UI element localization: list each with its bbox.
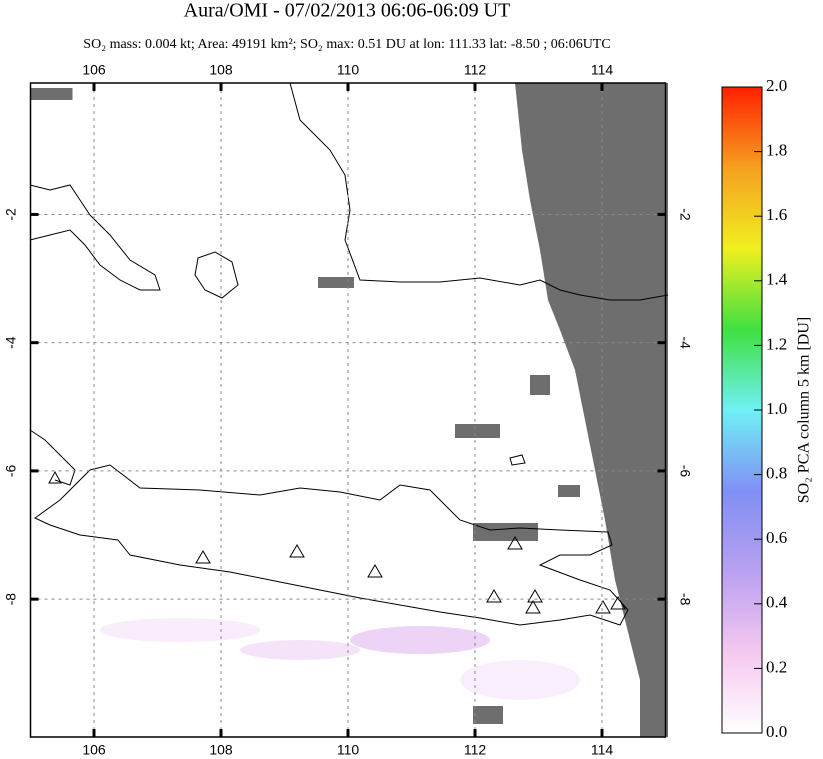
coastlines	[29, 82, 669, 626]
y-tick-label: -8	[3, 593, 19, 606]
y-tick-label: -2	[677, 208, 693, 221]
colorbar-tick-label: 0.8	[766, 464, 787, 483]
colorbar-tick-label: 1.6	[766, 205, 787, 224]
x-tick-label: 108	[209, 742, 233, 758]
x-tick-label: 106	[82, 62, 106, 78]
colorbar-tick-label: 0.2	[766, 657, 787, 676]
colorbar-tick-label: 2.0	[766, 76, 787, 95]
y-tick-label: -4	[677, 336, 693, 349]
x-tick-label: 112	[464, 742, 487, 758]
colorbar-tick-label: 1.8	[766, 141, 787, 160]
x-tick-label: 114	[591, 62, 614, 78]
missing-data	[30, 83, 668, 737]
colorbar-tick-label: 1.4	[766, 270, 788, 289]
y-tick-label: -2	[3, 208, 19, 221]
y-tick-label: -6	[677, 465, 693, 478]
x-tick-label: 106	[82, 742, 106, 758]
y-tick-label: -4	[3, 336, 19, 349]
y-tick-label: -6	[3, 464, 19, 477]
chart-subtitle: SO₂ mass: 0.004 kt; Area: 49191 km²; SO₂…	[83, 37, 610, 52]
colorbar-tick-label: 0.4	[766, 593, 788, 612]
colorbar-tick-label: 1.0	[766, 399, 787, 418]
volcanoes	[48, 470, 626, 614]
so2-haze	[100, 618, 580, 700]
map	[29, 82, 669, 738]
x-tick-label: 110	[337, 62, 360, 78]
grid	[30, 83, 666, 737]
colorbar-tick-label: 0.6	[766, 528, 787, 547]
x-tick-label: 112	[464, 62, 487, 78]
colorbar-label: SO₂ PCA column 5 km [DU]	[796, 317, 813, 503]
chart-title: Aura/OMI - 07/02/2013 06:06-06:09 UT	[184, 0, 511, 22]
x-tick-label: 110	[337, 742, 360, 758]
y-tick-label: -8	[677, 593, 693, 606]
x-tick-label: 114	[591, 742, 614, 758]
colorbar-tick-label: 1.2	[766, 334, 787, 353]
x-tick-label: 108	[209, 62, 233, 78]
colorbar-tick-label: 0.0	[766, 722, 787, 741]
